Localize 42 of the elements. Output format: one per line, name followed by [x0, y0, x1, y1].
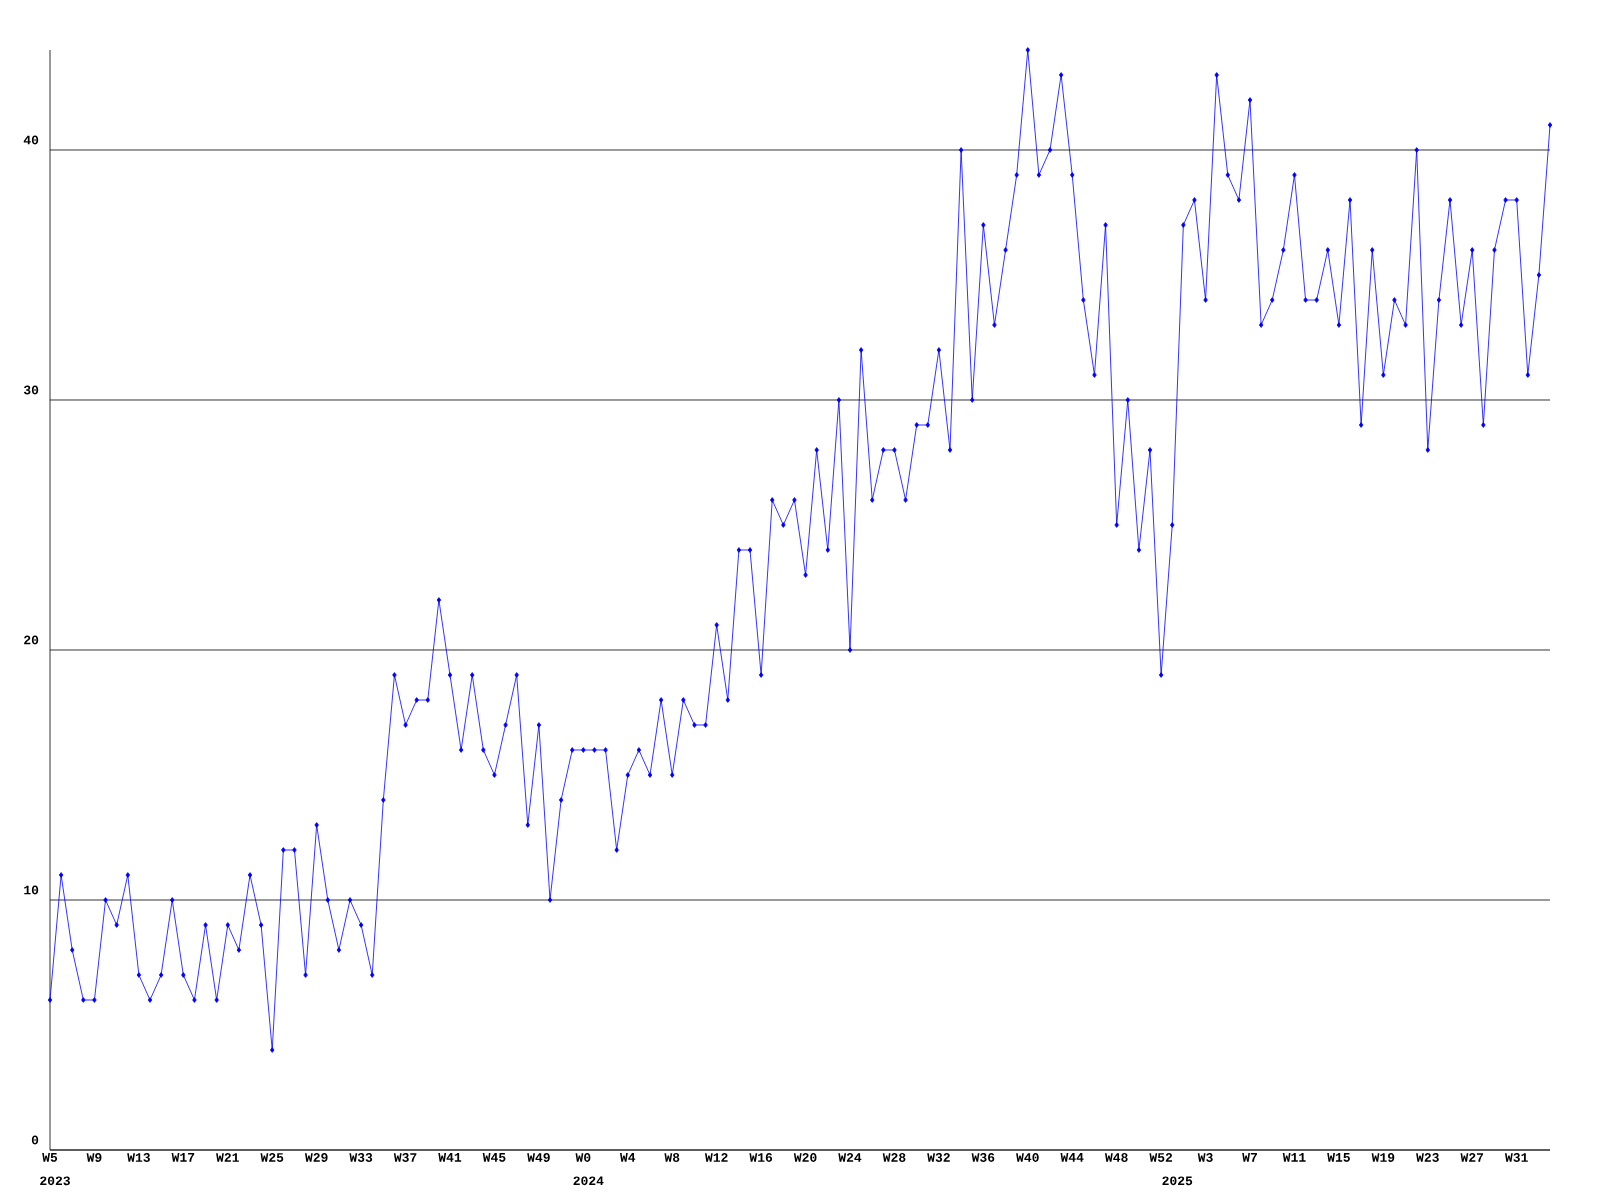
x-tick-label: W25: [260, 1153, 284, 1162]
y-tick-label: 40: [23, 135, 39, 145]
x-tick-label: W28: [882, 1153, 906, 1162]
x-tick-label: W41: [438, 1153, 462, 1162]
x-tick-label: W13: [127, 1153, 150, 1162]
x-tick-label: W45: [482, 1153, 506, 1162]
x-tick-label: W24: [838, 1153, 862, 1162]
x-tick-label: W31: [1504, 1153, 1528, 1162]
x-tick-label: W5: [42, 1153, 58, 1162]
x-tick-label: W20: [793, 1153, 817, 1162]
text: 2023: [40, 1176, 70, 1186]
text: 2024: [573, 1176, 604, 1186]
y-tick-label: 20: [24, 635, 39, 645]
x-tick-label: W48: [1104, 1153, 1128, 1162]
x-tick-label: W37: [393, 1153, 417, 1162]
x-tick-label: W7: [1242, 1153, 1257, 1162]
x-tick-label: W40: [1016, 1153, 1039, 1162]
y-tick-label: 30: [23, 385, 39, 395]
y-tick-label: 10: [24, 885, 39, 895]
x-tick-label: W32: [927, 1153, 950, 1162]
text: 2025: [1162, 1176, 1193, 1186]
x-tick-label: W21: [216, 1153, 239, 1162]
x-tick-label: W29: [304, 1153, 328, 1162]
x-tick-label: W4: [619, 1153, 636, 1162]
x-tick-label: W44: [1060, 1153, 1084, 1162]
x-tick-label: W12: [704, 1153, 728, 1162]
x-tick-label: W15: [1327, 1153, 1350, 1162]
x-tick-label: W23: [1416, 1153, 1439, 1162]
x-tick-label: W36: [971, 1153, 995, 1162]
x-tick-label: W8: [664, 1153, 680, 1162]
y-tick-label: 0: [31, 1135, 39, 1145]
x-tick-label: W0: [575, 1153, 591, 1162]
x-tick-label: W17: [171, 1153, 195, 1162]
x-tick-label: W16: [749, 1153, 773, 1162]
x-tick-label: W33: [349, 1153, 373, 1162]
x-tick-label: W27: [1460, 1153, 1484, 1162]
x-tick-label: W11: [1282, 1153, 1306, 1162]
x-tick-label: W9: [86, 1153, 102, 1162]
x-tick-label: W49: [527, 1153, 550, 1162]
x-tick-label: W52: [1149, 1153, 1173, 1162]
x-tick-label: W3: [1197, 1153, 1213, 1162]
x-tick-label: W19: [1371, 1153, 1395, 1162]
